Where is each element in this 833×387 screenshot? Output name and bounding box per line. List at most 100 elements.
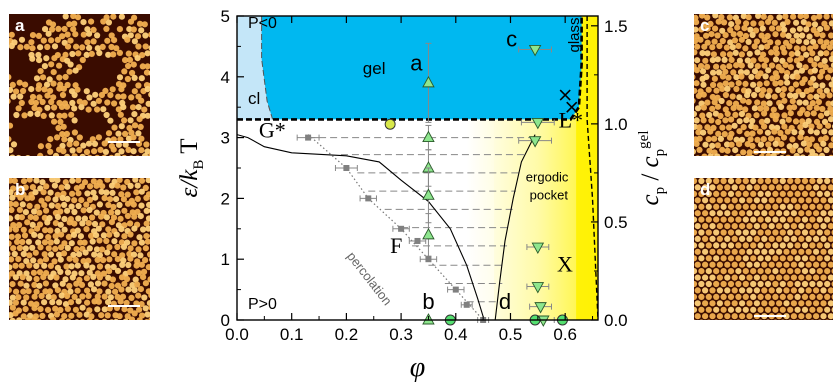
panel-label-d: d (700, 180, 711, 199)
colloid-particle (96, 252, 103, 259)
colloid-particle (708, 31, 715, 38)
colloid-particle (803, 135, 810, 143)
colloid-particle (18, 262, 25, 269)
colloid-particle (809, 100, 816, 107)
colloid-particle (817, 50, 824, 57)
colloid-particle (792, 92, 799, 100)
colloid-particle (90, 286, 98, 293)
x-tick-label: 0.1 (280, 325, 304, 344)
colloid-particle (148, 292, 150, 299)
colloid-particle (768, 210, 775, 217)
colloid-particle (95, 225, 102, 232)
colloid-particle (735, 229, 742, 236)
colloid-particle (127, 32, 134, 39)
colloid-particle (768, 223, 775, 230)
colloid-particle (138, 135, 145, 142)
colloid-particle (772, 306, 779, 313)
colloid-particle (94, 45, 101, 52)
colloid-particle (811, 21, 819, 28)
colloid-particle (148, 70, 150, 76)
colloid-particle (15, 294, 22, 301)
colloid-particle (826, 92, 833, 99)
x-tick-label: 0.3 (389, 325, 413, 344)
colloid-particle (709, 197, 716, 204)
colloid-particle (705, 136, 712, 143)
colloid-particle (56, 299, 63, 306)
colloid-particle (801, 242, 809, 249)
colloid-particle (790, 210, 797, 217)
colloid-particle (9, 317, 16, 320)
colloid-particle (750, 20, 757, 27)
colloid-particle (745, 98, 752, 106)
colloid-particle (694, 190, 698, 197)
colloid-particle (778, 103, 785, 110)
colloid-particle (827, 116, 833, 123)
colloid-particle (816, 280, 823, 288)
colloid-particle (801, 190, 809, 197)
colloid-particle (694, 274, 701, 281)
colloid-particle (694, 319, 696, 320)
colloid-particle (126, 269, 134, 276)
colloid-particle (81, 179, 89, 186)
colloid-particle (742, 229, 749, 236)
colloid-particle (29, 221, 36, 228)
colloid-particle (750, 81, 757, 88)
colloid-particle (750, 280, 757, 288)
colloid-particle (813, 197, 820, 204)
colloid-particle (115, 141, 122, 148)
colloid-particle (783, 248, 790, 255)
colloid-particle (809, 255, 816, 262)
colloid-particle (49, 26, 56, 33)
colloid-particle (31, 104, 38, 112)
colloid-particle (71, 117, 78, 124)
colloid-particle (42, 280, 50, 287)
colloid-particle (83, 262, 90, 269)
colloid-particle (706, 147, 713, 154)
colloid-particle (94, 106, 101, 113)
colloid-particle (71, 197, 78, 204)
colloid-particle (706, 111, 713, 119)
colloid-particle (742, 106, 749, 113)
colloid-particle (805, 261, 812, 268)
colloid-particle (105, 288, 112, 295)
colloid-particle (724, 261, 731, 268)
colloid-particle (779, 190, 786, 197)
colloid-particle (757, 306, 764, 313)
colloid-particle (114, 293, 121, 300)
colloid-particle (699, 112, 706, 119)
colloid-particle (729, 155, 734, 156)
colloid-particle (809, 178, 816, 185)
region-label: percolation (344, 249, 395, 308)
colloid-particle (45, 245, 52, 252)
colloid-particle (808, 123, 815, 130)
colloid-particle (705, 242, 712, 249)
colloid-particle (9, 42, 15, 50)
colloid-particle (746, 261, 753, 268)
y2-tick-label: 1.0 (604, 115, 628, 134)
colloid-particle (742, 242, 749, 249)
colloid-particle (707, 20, 714, 27)
colloid-particle (828, 20, 833, 27)
colloid-particle (127, 245, 134, 252)
colloid-particle (43, 55, 50, 62)
colloid-particle (699, 50, 706, 57)
colloid-particle (118, 14, 125, 20)
y-tick-label: 0 (221, 311, 230, 330)
colloid-particle (795, 88, 802, 95)
colloid-particle (702, 223, 709, 230)
colloid-particle (709, 93, 716, 101)
colloid-particle (131, 225, 138, 232)
colloid-particle (809, 293, 816, 300)
colloid-particle (809, 280, 816, 288)
colloid-particle (731, 210, 738, 217)
colloid-particle (757, 255, 764, 262)
colloid-particle (732, 147, 739, 154)
colloid-particle (32, 189, 39, 196)
colloid-particle (92, 91, 99, 98)
colloid-particle (101, 154, 107, 156)
colloid-particle (764, 178, 772, 185)
colloid-particle (108, 182, 116, 189)
colloid-particle (809, 306, 816, 313)
colloid-particle (9, 274, 11, 280)
colloid-particle (786, 56, 794, 63)
